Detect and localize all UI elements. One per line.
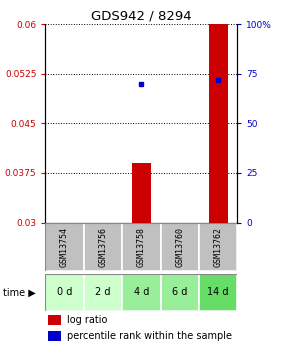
Text: GSM13756: GSM13756 (98, 227, 108, 267)
Text: GSM13754: GSM13754 (60, 227, 69, 267)
Bar (132, 163, 151, 223)
Bar (84, 223, 122, 271)
Bar (161, 223, 199, 271)
Text: GSM13758: GSM13758 (137, 227, 146, 267)
Bar (209, 24, 228, 223)
Text: 4 d: 4 d (134, 287, 149, 297)
Bar (45, 274, 84, 310)
Bar (48, 315, 61, 325)
Text: 0 d: 0 d (57, 287, 72, 297)
Text: percentile rank within the sample: percentile rank within the sample (67, 331, 232, 341)
Text: 14 d: 14 d (207, 287, 229, 297)
Text: 6 d: 6 d (172, 287, 188, 297)
Text: time ▶: time ▶ (3, 287, 36, 297)
Bar (122, 223, 161, 271)
Text: log ratio: log ratio (67, 315, 108, 325)
Bar (45, 223, 84, 271)
Title: GDS942 / 8294: GDS942 / 8294 (91, 10, 192, 23)
Bar (199, 274, 237, 310)
Bar (122, 274, 161, 310)
Bar (161, 274, 199, 310)
Bar (84, 274, 122, 310)
Text: GSM13760: GSM13760 (175, 227, 184, 267)
Text: 2 d: 2 d (95, 287, 111, 297)
Bar (199, 223, 237, 271)
Text: GSM13762: GSM13762 (214, 227, 223, 267)
Bar (48, 331, 61, 341)
